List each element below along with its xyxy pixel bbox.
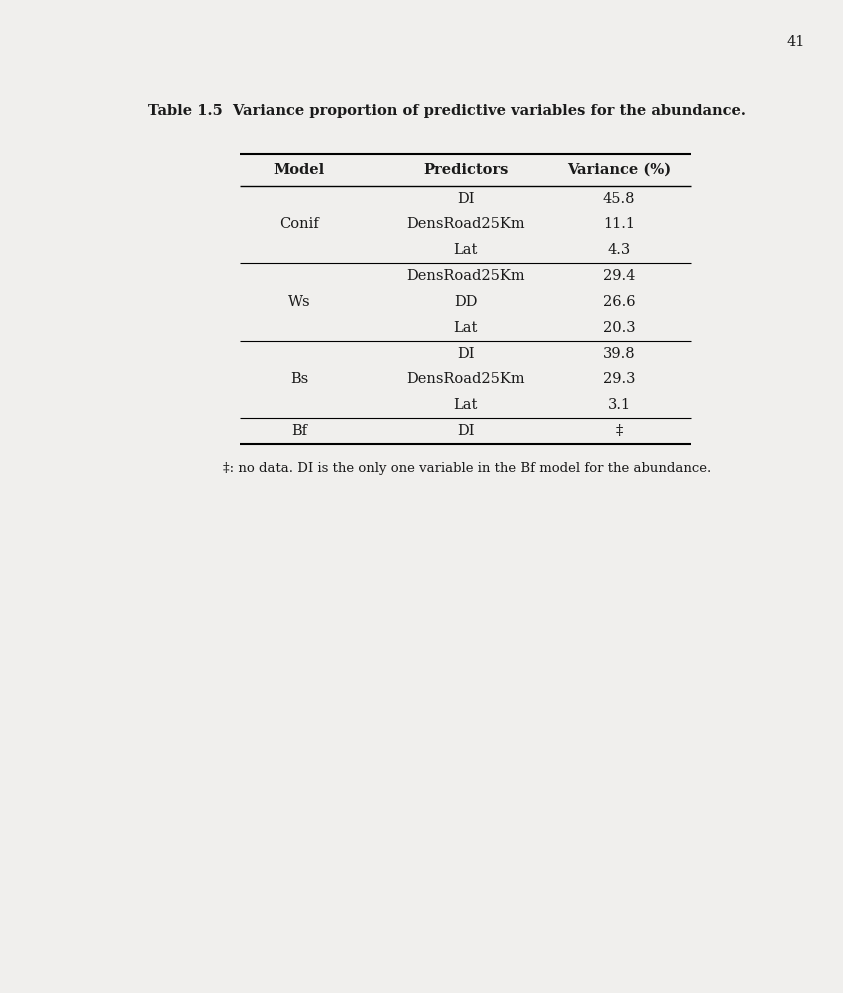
Text: Bf: Bf (291, 424, 307, 438)
Text: Ws: Ws (287, 295, 310, 309)
Text: DensRoad25Km: DensRoad25Km (406, 269, 525, 283)
Text: 4.3: 4.3 (608, 243, 631, 257)
Text: 29.4: 29.4 (603, 269, 636, 283)
Text: 41: 41 (787, 35, 805, 49)
Text: DI: DI (457, 192, 475, 206)
Text: Model: Model (273, 163, 325, 177)
Text: ‡: no data. DI is the only one variable in the Bf model for the abundance.: ‡: no data. DI is the only one variable … (223, 462, 711, 475)
Text: Conif: Conif (279, 217, 319, 231)
Text: 11.1: 11.1 (603, 217, 635, 231)
Text: 26.6: 26.6 (603, 295, 636, 309)
Text: 45.8: 45.8 (603, 192, 636, 206)
Text: 3.1: 3.1 (608, 398, 631, 412)
Text: 20.3: 20.3 (603, 321, 636, 335)
Text: Lat: Lat (454, 321, 478, 335)
Text: ‡: ‡ (615, 424, 623, 438)
Text: DensRoad25Km: DensRoad25Km (406, 217, 525, 231)
Text: Table 1.5  Variance proportion of predictive variables for the abundance.: Table 1.5 Variance proportion of predict… (148, 104, 745, 118)
Text: Bs: Bs (290, 372, 308, 386)
Text: Lat: Lat (454, 398, 478, 412)
Text: DD: DD (454, 295, 477, 309)
Text: Variance (%): Variance (%) (567, 163, 671, 177)
Text: DensRoad25Km: DensRoad25Km (406, 372, 525, 386)
Text: DI: DI (457, 347, 475, 360)
Text: 39.8: 39.8 (603, 347, 636, 360)
Text: 29.3: 29.3 (603, 372, 636, 386)
Text: Lat: Lat (454, 243, 478, 257)
Text: Predictors: Predictors (423, 163, 508, 177)
Text: DI: DI (457, 424, 475, 438)
